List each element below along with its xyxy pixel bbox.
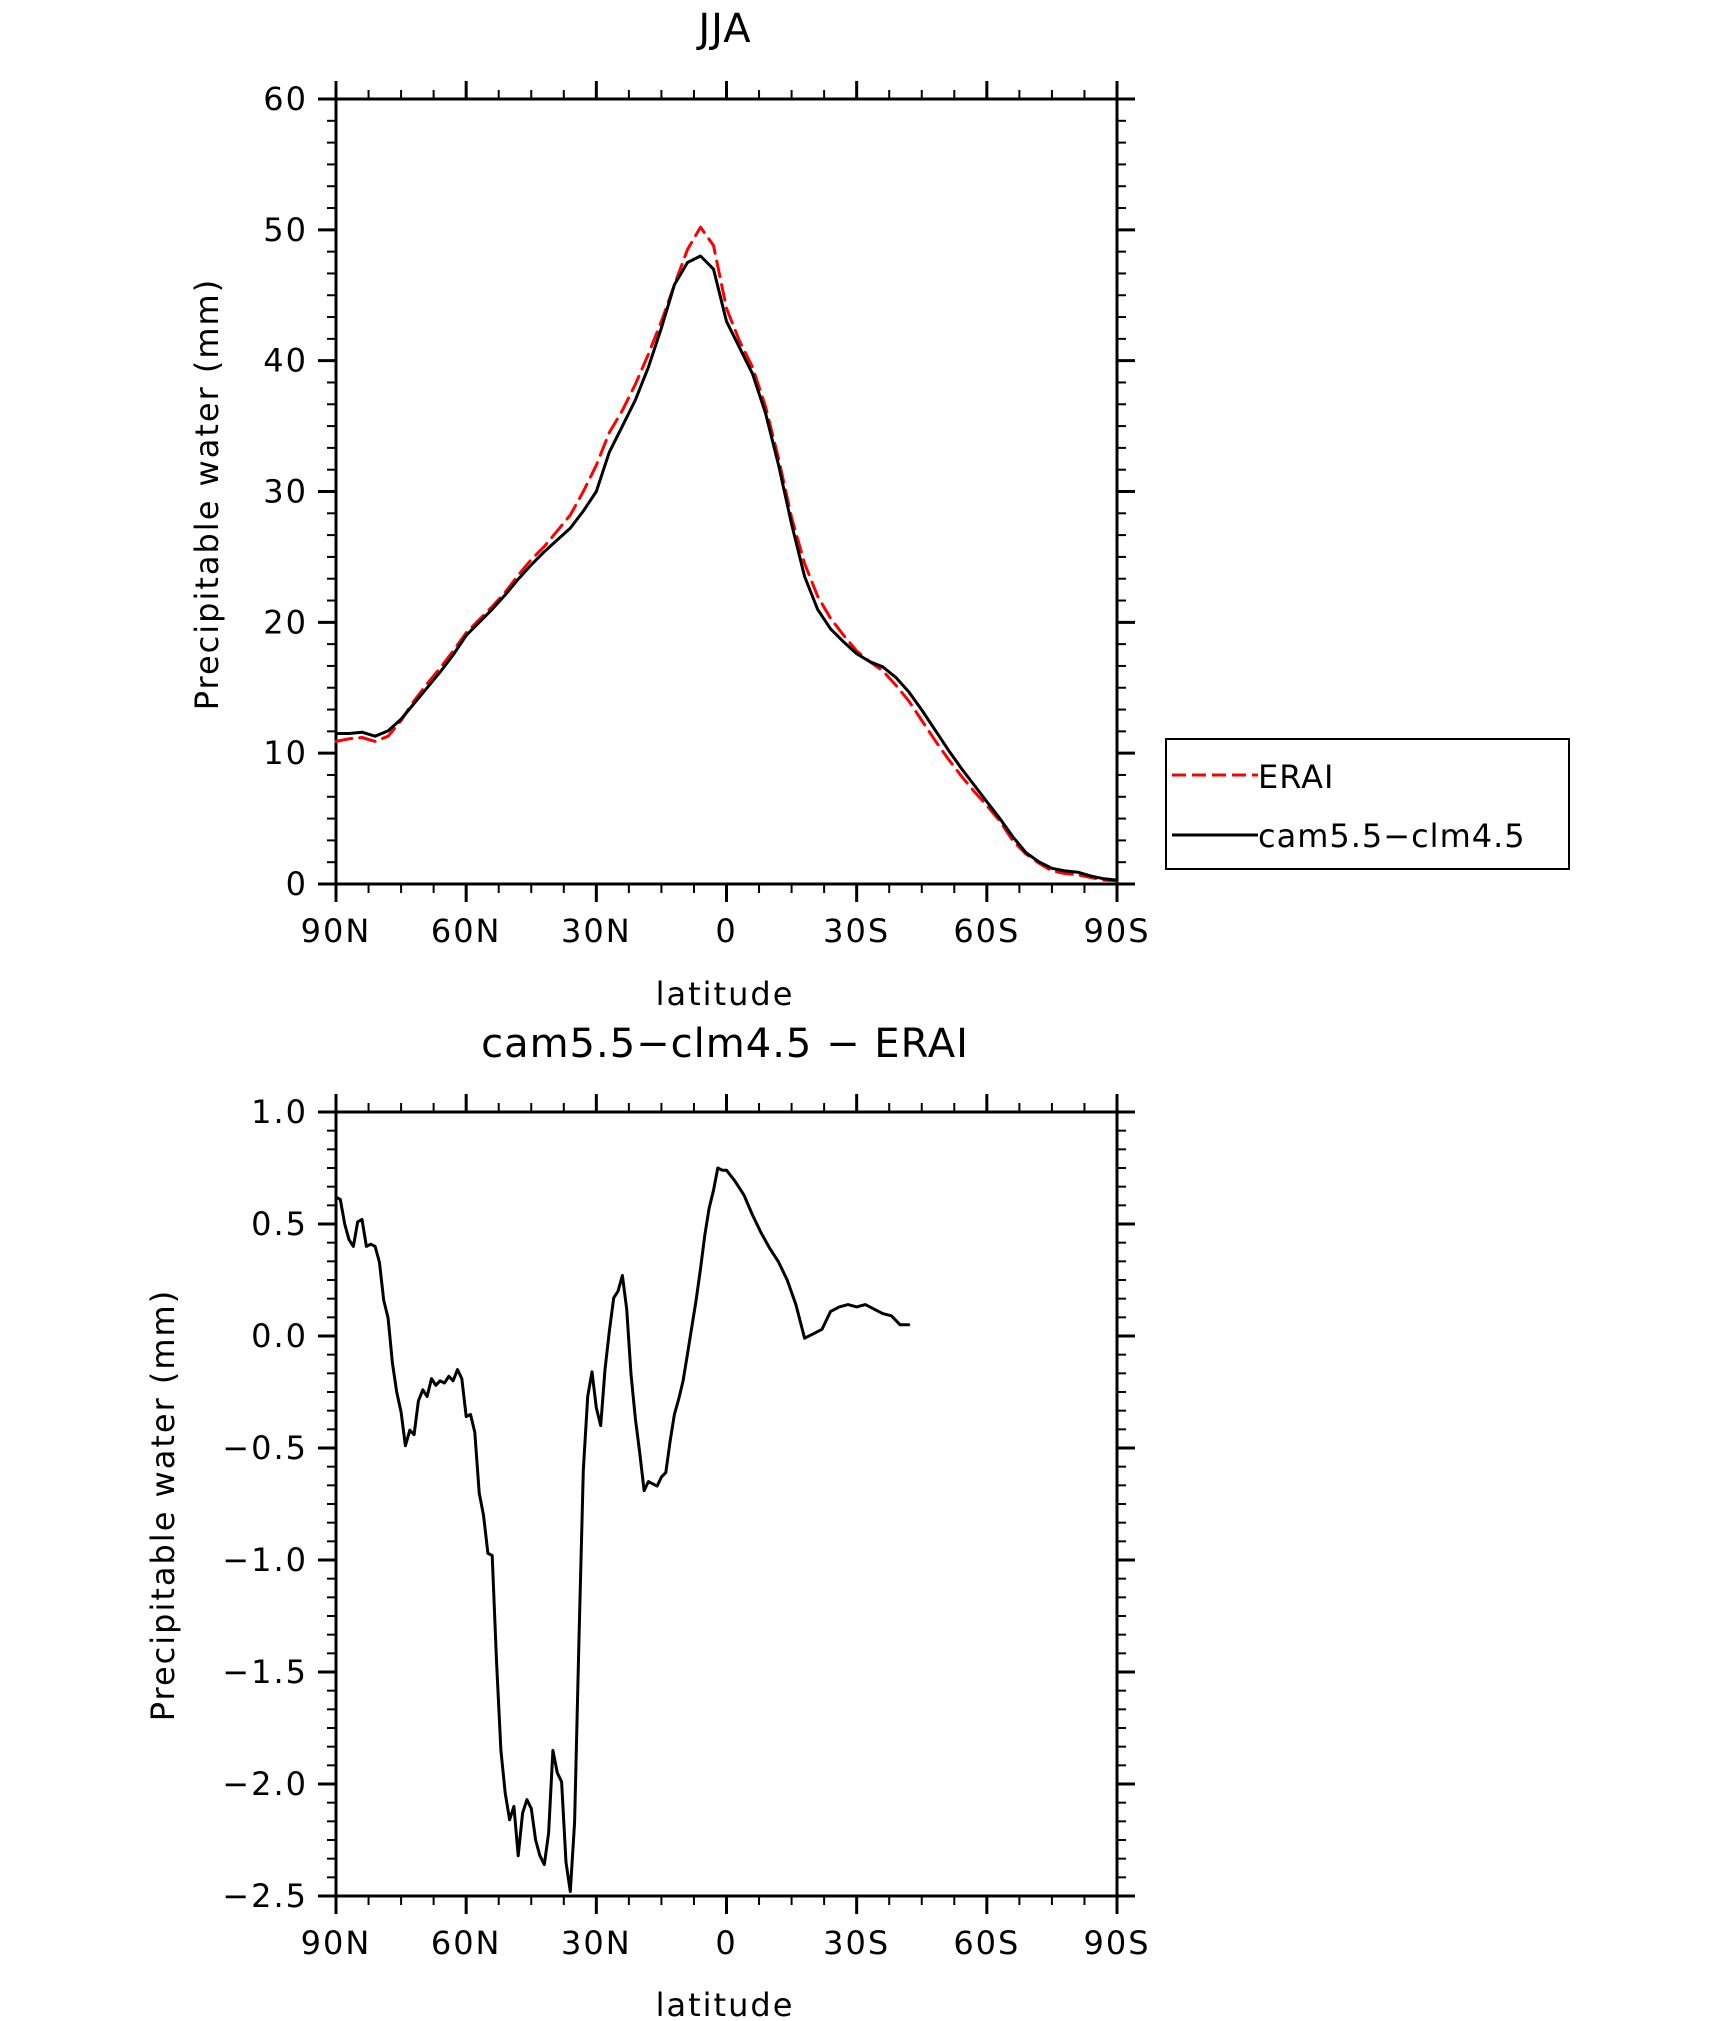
legend-box: [1165, 738, 1570, 870]
top-chart-title: JJA: [695, 6, 751, 52]
bottom-chart-title: cam5.5−clm4.5 − ERAI: [481, 1021, 969, 1067]
bottom-plot-area: 90N 60N 30N 0 30S 60S 90S −2.5 −2.0 −1.5 −1.0 −0.5 0…: [222, 1093, 1150, 1962]
x-tick-label: 90N: [301, 1924, 372, 1962]
x-tick-label: 60S: [953, 1924, 1020, 1962]
y-tick-label: 20: [263, 603, 308, 641]
y-tick-label: −1.0: [222, 1541, 308, 1579]
x-tick-label: 30N: [561, 912, 632, 950]
y-tick-label: 0.5: [251, 1205, 308, 1243]
x-tick-label: 30S: [823, 912, 890, 950]
bottom-panel: cam5.5−clm4.5 − ERAI 90N 60N 30N 0 30S 60S 90S…: [144, 1021, 1150, 2021]
top-y-axis-label: Precipitable water (mm): [188, 278, 226, 710]
y-tick-label: 0.0: [251, 1317, 308, 1355]
bottom-y-axis-label: Precipitable water (mm): [144, 1289, 182, 1721]
bottom-plot-frame: [334, 1110, 1119, 1898]
x-tick-label: 0: [715, 1924, 737, 1962]
y-tick-label: −2.5: [222, 1877, 308, 1915]
x-tick-label: 60S: [953, 912, 1020, 950]
legend-erai-label: ERAI: [1258, 758, 1334, 796]
bottom-x-axis-label: latitude: [656, 1986, 795, 2021]
x-tick-label: 30N: [561, 1924, 632, 1962]
y-tick-label: 60: [263, 80, 308, 118]
bottom-ticks: [318, 1094, 1135, 1914]
top-series-line-erai: [334, 225, 1119, 883]
top-ticks: [318, 81, 1135, 902]
x-tick-label: 90S: [1083, 912, 1150, 950]
top-x-axis-label: latitude: [656, 975, 795, 1013]
y-tick-label: −0.5: [222, 1429, 308, 1467]
y-tick-label: −2.0: [222, 1765, 308, 1803]
x-tick-label: 90N: [301, 912, 372, 950]
top-panel: JJA 90N 60N 30N 0 30S 60S 90S 0 10 20 30 40 50 60 Pre…: [188, 6, 1570, 1013]
x-tick-label: 90S: [1083, 1924, 1150, 1962]
y-tick-label: 30: [263, 473, 308, 511]
legend: ERAI cam5.5−clm4.5: [1165, 738, 1570, 870]
y-tick-label: 40: [263, 342, 308, 380]
x-tick-label: 0: [715, 912, 737, 950]
y-tick-label: 0: [286, 865, 308, 903]
y-tick-label: 50: [263, 211, 308, 249]
top-plot-area: 90N 60N 30N 0 30S 60S 90S 0 10 20 30 40 50 60: [263, 80, 1150, 950]
y-tick-label: −1.5: [222, 1653, 308, 1691]
top-series-line-cam5-5-clm4-5: [334, 254, 1119, 882]
x-tick-label: 60N: [431, 1924, 502, 1962]
x-tick-label: 30S: [823, 1924, 890, 1962]
legend-model-label: cam5.5−clm4.5: [1258, 817, 1526, 855]
y-tick-label: 1.0: [251, 1093, 308, 1131]
y-tick-label: 10: [263, 734, 308, 772]
bottom-series-line-difference: [334, 1166, 911, 1893]
top-plot-frame: [334, 97, 1119, 886]
x-tick-label: 60N: [431, 912, 502, 950]
